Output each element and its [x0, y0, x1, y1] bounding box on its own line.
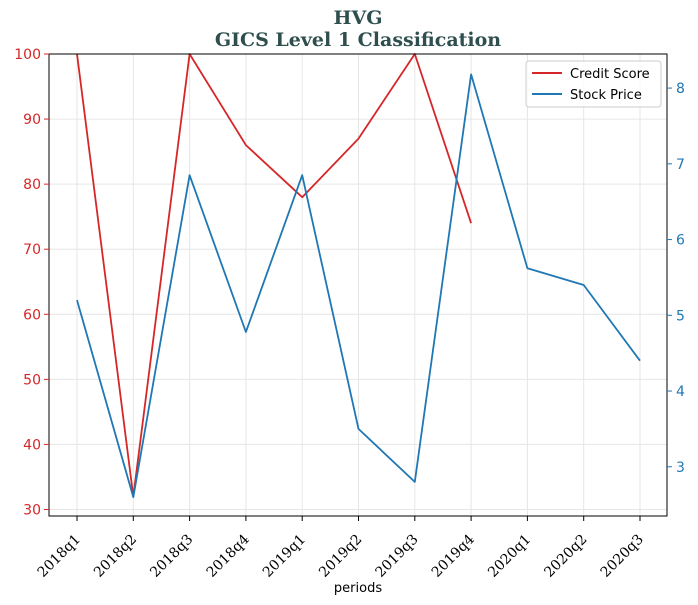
grid	[49, 53, 667, 516]
x-tick-label: 2019q2	[316, 532, 365, 581]
y-left-tick-label: 70	[23, 242, 41, 258]
x-tick-label: 2018q1	[35, 532, 84, 581]
x-tick-label: 2019q4	[429, 531, 478, 580]
chart-title: HVG	[334, 7, 383, 29]
legend-label-credit-score: Credit Score	[570, 67, 650, 82]
y-left-tick-label: 90	[23, 112, 41, 128]
right-y-axis: 3 4 5 6 7 8	[667, 81, 685, 476]
y-right-tick-label: 5	[676, 308, 685, 324]
x-tick-label: 2020q3	[598, 532, 647, 581]
y-left-tick-label: 50	[23, 372, 41, 388]
y-right-tick-label: 6	[676, 233, 685, 249]
x-axis: 2018q1 2018q2 2018q3 2018q4 2019q1 2019q2 2019…	[35, 516, 647, 581]
legend-label-stock-price: Stock Price	[570, 88, 642, 103]
x-tick-label: 2020q1	[485, 532, 534, 581]
left-y-axis: 30 40 50 60 70 80 90 100	[14, 47, 49, 518]
series-lines	[76, 53, 641, 499]
x-tick-label: 2018q4	[204, 531, 253, 580]
x-axis-label: periods	[334, 581, 382, 596]
y-right-tick-label: 4	[676, 384, 685, 400]
y-right-tick-label: 8	[676, 81, 685, 97]
x-tick-label: 2019q1	[260, 532, 309, 581]
chart-subtitle: GICS Level 1 Classification	[215, 29, 501, 51]
legend: Credit Score Stock Price	[525, 60, 662, 108]
y-right-tick-label: 3	[676, 460, 685, 476]
x-tick-label: 2018q3	[147, 532, 196, 581]
series-line-stock-price	[76, 73, 641, 499]
x-tick-label: 2018q2	[91, 532, 140, 581]
series-line-credit-score	[76, 53, 472, 498]
y-left-tick-label: 40	[23, 437, 41, 453]
y-left-tick-label: 100	[14, 47, 41, 63]
y-left-tick-label: 30	[23, 502, 41, 518]
x-tick-label: 2019q3	[372, 532, 421, 581]
y-left-tick-label: 80	[23, 177, 41, 193]
x-tick-label: 2020q2	[541, 532, 590, 581]
y-left-tick-label: 60	[23, 307, 41, 323]
y-right-tick-label: 7	[676, 157, 685, 173]
